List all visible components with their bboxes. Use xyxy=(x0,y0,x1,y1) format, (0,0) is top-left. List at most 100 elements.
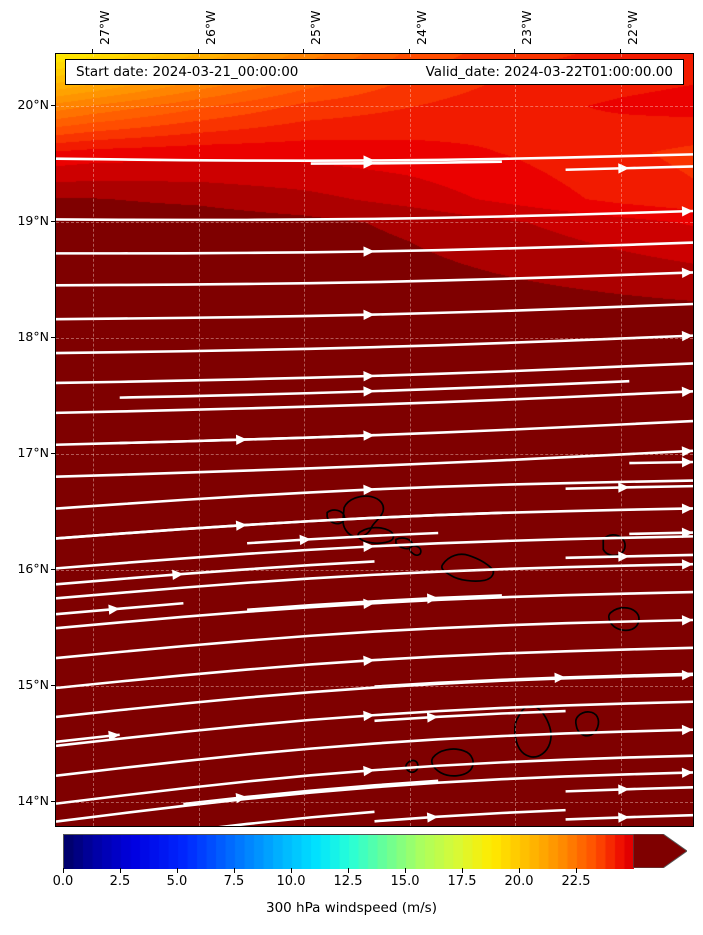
x-axis-tick-label: 23°W xyxy=(519,10,535,45)
streamline xyxy=(56,700,693,748)
streamline xyxy=(56,562,693,600)
streamline-arrow xyxy=(235,434,248,445)
streamline-arrow xyxy=(363,598,375,610)
x-axis-tick-mark xyxy=(91,49,93,53)
gridline-horizontal xyxy=(56,106,693,108)
valid-date-label: Valid_date: 2024-03-22T01:00:00.00 xyxy=(425,64,673,80)
streamline xyxy=(56,302,693,321)
island-coastline xyxy=(574,711,600,737)
streamline xyxy=(56,535,693,570)
streamline xyxy=(565,813,693,821)
x-axis-tick-mark xyxy=(620,49,622,53)
x-axis-tick-mark xyxy=(197,49,199,53)
gridline-vertical xyxy=(621,54,623,826)
streamline xyxy=(565,553,693,560)
streamline xyxy=(56,153,693,162)
streamline-arrow xyxy=(363,710,375,722)
y-axis-tick-mark xyxy=(51,221,55,223)
streamline xyxy=(565,484,693,491)
streamline xyxy=(56,771,693,823)
streamline-arrow xyxy=(681,724,693,736)
streamline xyxy=(56,241,693,255)
colorbar-gradient xyxy=(63,834,634,869)
x-axis-tick-label: 26°W xyxy=(202,10,218,45)
streamline-arrow xyxy=(363,158,375,169)
y-axis-tick-label: 20°N xyxy=(17,97,49,113)
streamline xyxy=(56,271,693,287)
x-axis-tick-label: 27°W xyxy=(96,10,112,45)
x-axis-tick-label: 25°W xyxy=(308,10,324,45)
island-coastline xyxy=(602,534,626,557)
streamline xyxy=(119,379,630,399)
colorbar-tick-label: 0.0 xyxy=(52,874,74,889)
streamline xyxy=(56,507,693,540)
y-axis-tick-label: 16°N xyxy=(17,561,49,577)
streamline-arrow xyxy=(172,569,184,581)
colorbar-tick-label: 17.5 xyxy=(447,874,477,889)
streamline xyxy=(565,785,693,793)
streamline-arrow xyxy=(618,163,630,174)
gridline-horizontal xyxy=(56,802,693,804)
island-coastline xyxy=(440,553,495,582)
streamline xyxy=(56,511,502,540)
streamline xyxy=(247,594,502,612)
island-coastline xyxy=(608,606,640,632)
streamline xyxy=(56,560,375,586)
island-coastline xyxy=(430,748,474,777)
streamline-arrow xyxy=(681,457,693,468)
streamline xyxy=(374,808,566,823)
streamline-group xyxy=(56,153,693,826)
date-banner: Start date: 2024-03-21_00:00:00 Valid_da… xyxy=(65,59,684,85)
streamline-arrow xyxy=(681,503,693,514)
streamline-arrow xyxy=(618,482,630,493)
gridline-vertical xyxy=(198,54,200,826)
y-axis-tick-label: 18°N xyxy=(17,329,49,345)
streamline-arrow xyxy=(618,551,630,562)
colorbar-tick-label: 22.5 xyxy=(561,874,591,889)
colorbar-tick-label: 5.0 xyxy=(166,874,188,889)
gridline-vertical xyxy=(92,54,94,826)
streamline-arrow xyxy=(363,484,375,496)
y-axis-tick-label: 14°N xyxy=(17,793,49,809)
island-coastline xyxy=(342,495,385,538)
streamline-arrow xyxy=(618,812,630,823)
gridline-horizontal xyxy=(56,686,693,688)
streamline-arrow xyxy=(426,712,439,723)
y-axis-tick-mark xyxy=(51,685,55,687)
gridline-horizontal xyxy=(56,222,693,224)
x-axis-tick-mark xyxy=(408,49,410,53)
streamline xyxy=(247,531,439,545)
gridline-horizontal xyxy=(56,338,693,340)
gridline-horizontal xyxy=(56,570,693,572)
streamline xyxy=(56,334,693,355)
colorbar-tick-label: 20.0 xyxy=(504,874,534,889)
streamline-arrow xyxy=(681,767,693,778)
colorbar-arrow-shape xyxy=(633,834,687,868)
streamline-arrow xyxy=(426,812,439,823)
streamline-arrow xyxy=(363,246,375,257)
streamline-arrow xyxy=(681,446,693,457)
streamline-arrow xyxy=(681,559,693,570)
streamline-arrow xyxy=(618,784,630,795)
gridline-vertical xyxy=(409,54,411,826)
streamline-arrow xyxy=(363,655,375,667)
x-axis-tick-mark xyxy=(303,49,305,53)
x-axis-tick-mark xyxy=(514,49,516,53)
gridline-vertical xyxy=(515,54,517,826)
map-plot-area xyxy=(55,53,694,827)
streamline-arrow xyxy=(299,534,311,546)
streamline xyxy=(56,479,693,510)
colorbar xyxy=(63,834,687,869)
y-axis-tick-label: 19°N xyxy=(17,213,49,229)
streamline xyxy=(183,779,439,806)
colorbar-label: 300 hPa windspeed (m/s) xyxy=(266,900,437,916)
x-axis-tick-label: 22°W xyxy=(625,10,641,45)
streamline-arrow xyxy=(681,330,693,342)
windspeed-field xyxy=(56,54,693,826)
streamline xyxy=(56,754,693,805)
streamline-arrow xyxy=(681,386,693,398)
streamline-arrow xyxy=(554,672,566,684)
colorbar-tick-label: 15.0 xyxy=(390,874,420,889)
streamline-arrow xyxy=(363,309,375,320)
start-date-label: Start date: 2024-03-21_00:00:00 xyxy=(76,64,299,80)
